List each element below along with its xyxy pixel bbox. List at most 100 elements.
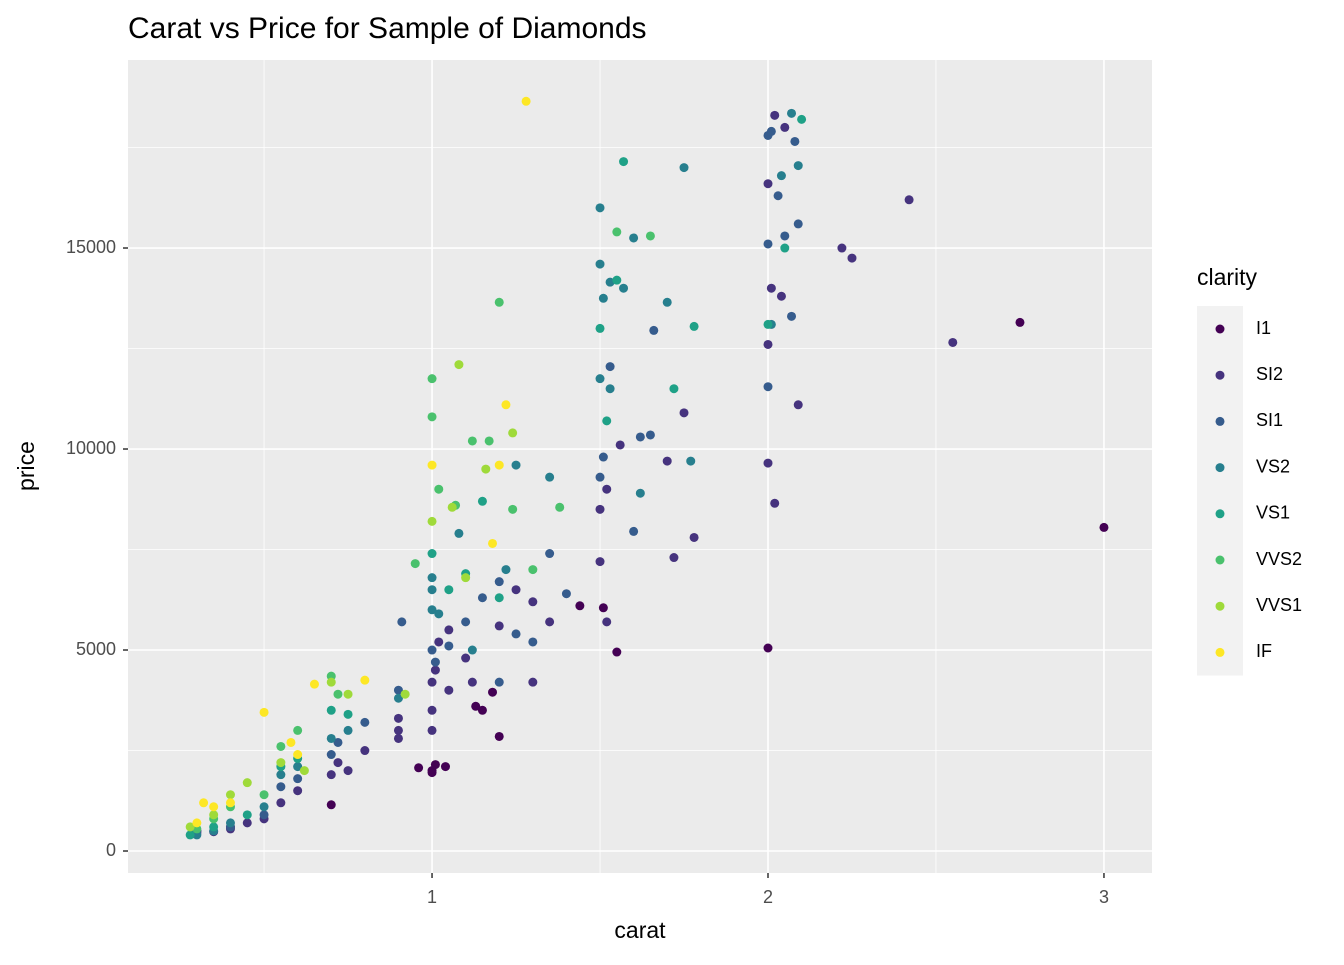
point bbox=[511, 460, 521, 470]
point bbox=[595, 557, 605, 567]
point bbox=[427, 725, 437, 735]
point bbox=[225, 798, 235, 808]
point bbox=[430, 665, 440, 675]
point bbox=[427, 549, 437, 559]
legend-label: VS1 bbox=[1256, 503, 1290, 523]
point bbox=[467, 677, 477, 687]
point bbox=[528, 597, 538, 607]
point bbox=[286, 737, 296, 747]
point bbox=[477, 496, 487, 506]
point bbox=[259, 802, 269, 812]
legend-key bbox=[1215, 416, 1225, 426]
point bbox=[454, 528, 464, 538]
point bbox=[605, 362, 615, 372]
point bbox=[511, 585, 521, 595]
point bbox=[259, 790, 269, 800]
point bbox=[763, 339, 773, 349]
point bbox=[837, 243, 847, 253]
point bbox=[793, 219, 803, 229]
point bbox=[612, 647, 622, 657]
point bbox=[629, 526, 639, 536]
point bbox=[467, 645, 477, 655]
point bbox=[508, 504, 518, 514]
point bbox=[686, 456, 696, 466]
point bbox=[488, 687, 498, 697]
point bbox=[689, 321, 699, 331]
point bbox=[773, 191, 783, 201]
point bbox=[904, 195, 914, 205]
point bbox=[645, 231, 655, 241]
point bbox=[575, 601, 585, 611]
point bbox=[343, 689, 353, 699]
point bbox=[561, 589, 571, 599]
point bbox=[528, 565, 538, 575]
point bbox=[333, 758, 343, 768]
point bbox=[427, 516, 437, 526]
point bbox=[598, 603, 608, 613]
legend-key bbox=[1215, 555, 1225, 565]
point bbox=[454, 360, 464, 370]
point bbox=[440, 762, 450, 772]
point bbox=[528, 677, 538, 687]
point bbox=[326, 770, 336, 780]
point bbox=[494, 731, 504, 741]
point bbox=[488, 538, 498, 548]
point bbox=[649, 325, 659, 335]
legend-key bbox=[1215, 324, 1225, 334]
point bbox=[602, 617, 612, 627]
x-axis-title: carat bbox=[614, 917, 666, 943]
point bbox=[501, 400, 511, 410]
point bbox=[555, 502, 565, 512]
point bbox=[427, 460, 437, 470]
point bbox=[185, 830, 195, 840]
point bbox=[393, 685, 403, 695]
point bbox=[333, 737, 343, 747]
point bbox=[434, 484, 444, 494]
legend-key bbox=[1215, 463, 1225, 473]
point bbox=[679, 408, 689, 418]
point bbox=[199, 798, 209, 808]
point bbox=[276, 758, 286, 768]
point bbox=[393, 725, 403, 735]
point bbox=[602, 416, 612, 426]
point bbox=[595, 374, 605, 384]
legend-label: VVS1 bbox=[1256, 595, 1302, 615]
point bbox=[414, 763, 424, 773]
point bbox=[393, 733, 403, 743]
point bbox=[430, 657, 440, 667]
point bbox=[793, 400, 803, 410]
point bbox=[763, 319, 773, 329]
point bbox=[679, 163, 689, 173]
point bbox=[397, 617, 407, 627]
point bbox=[776, 291, 786, 301]
point bbox=[326, 677, 336, 687]
point bbox=[763, 239, 773, 249]
legend-key bbox=[1215, 601, 1225, 611]
point bbox=[427, 573, 437, 583]
point bbox=[393, 713, 403, 723]
point bbox=[662, 456, 672, 466]
point bbox=[615, 440, 625, 450]
point bbox=[521, 96, 531, 106]
y-tick-label: 5000 bbox=[76, 639, 116, 659]
point bbox=[528, 637, 538, 647]
point bbox=[595, 504, 605, 514]
point bbox=[508, 428, 518, 438]
point bbox=[602, 484, 612, 494]
point bbox=[293, 725, 303, 735]
point bbox=[360, 746, 370, 756]
point bbox=[629, 233, 639, 243]
point bbox=[225, 818, 235, 828]
point bbox=[242, 818, 252, 828]
point bbox=[293, 774, 303, 784]
point bbox=[461, 573, 471, 583]
point bbox=[434, 637, 444, 647]
point bbox=[242, 810, 252, 820]
point bbox=[481, 464, 491, 474]
point bbox=[545, 617, 555, 627]
point bbox=[326, 733, 336, 743]
point bbox=[770, 498, 780, 508]
point bbox=[444, 585, 454, 595]
point bbox=[427, 585, 437, 595]
point bbox=[343, 709, 353, 719]
